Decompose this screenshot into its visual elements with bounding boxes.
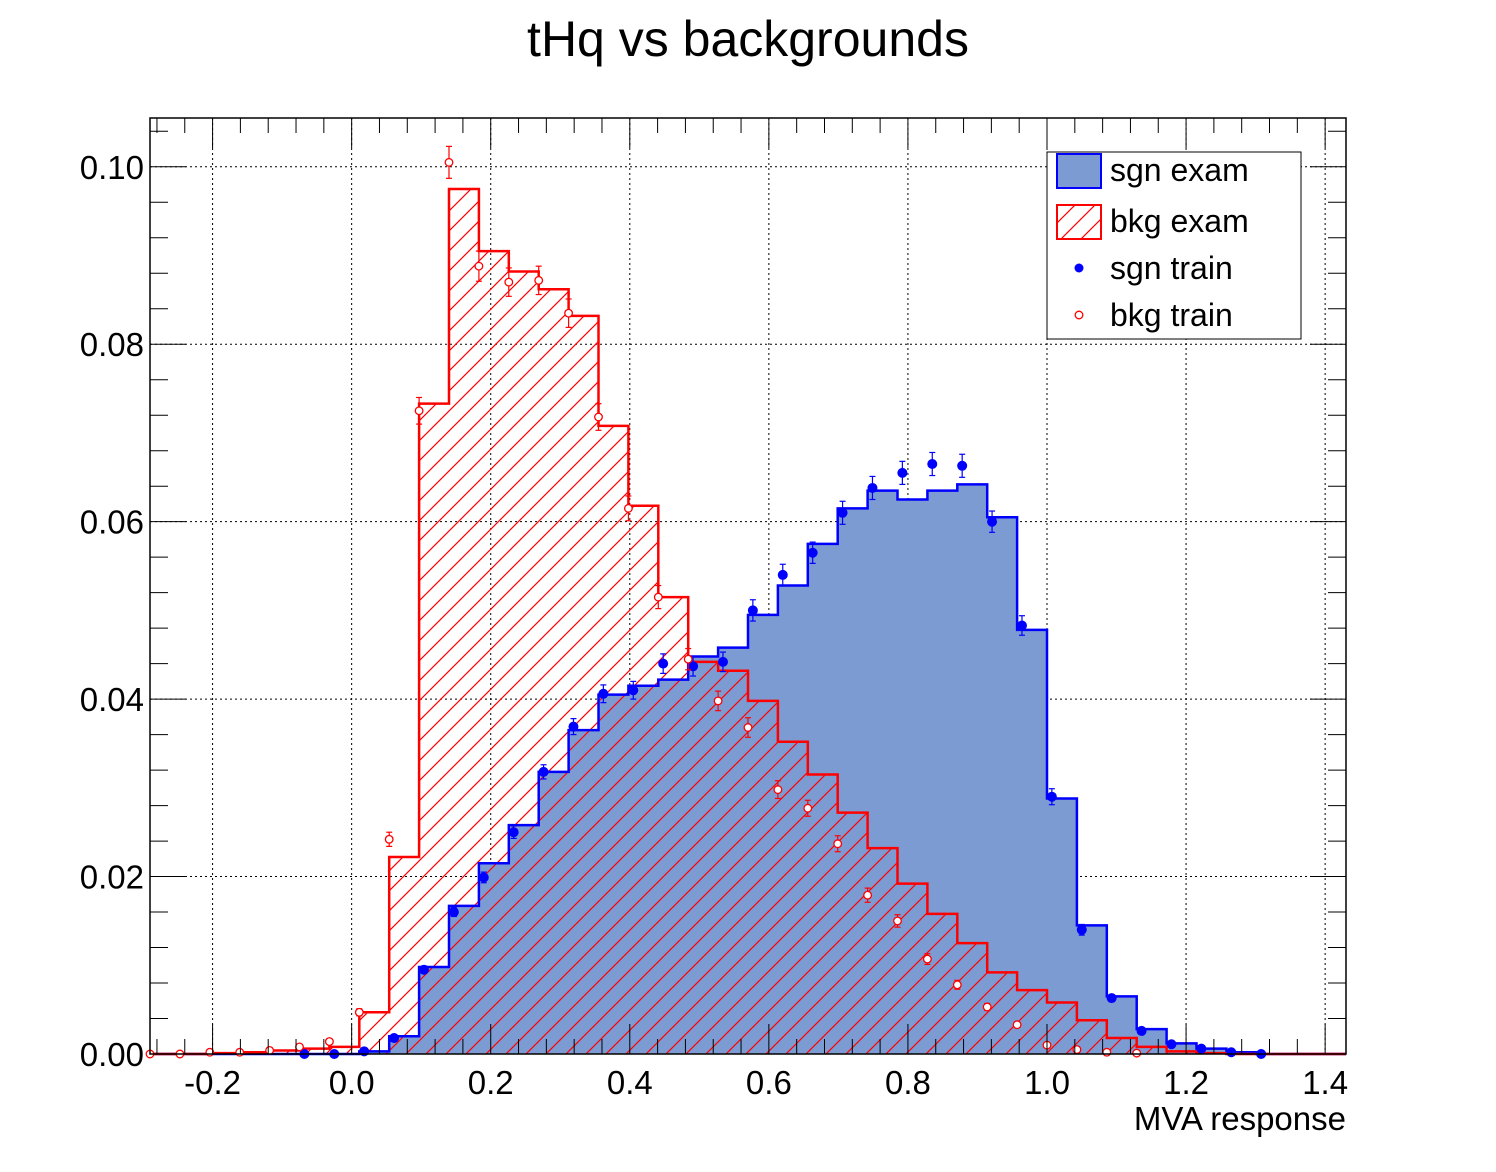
bkg-train-point [534,275,544,285]
sgn-train-point [1076,924,1087,935]
axis-ticks: -0.2 0.0 0.2 0.4 0.6 0.8 1.0 1.2 1.4 0.00 0.02 0.04… [80,118,1348,1101]
x-tick-label: 0.2 [468,1064,514,1101]
bkg-train-point [1012,1020,1022,1030]
bkg-train-point [803,803,813,813]
y-tick-label: 0.10 [80,149,144,186]
bkg-train-point [773,785,783,795]
sgn-train-point [658,658,669,669]
legend-swatch-sgn-exam [1056,153,1102,189]
sgn-train-point [957,460,968,471]
x-tick-label: 0.0 [329,1064,375,1101]
legend-label: bkg train [1110,297,1233,333]
bkg-train-point [235,1047,245,1057]
sgn-train-point [987,516,998,527]
x-axis-label: MVA response [1134,1100,1346,1137]
bkg-train-point [265,1046,275,1055]
sgn-train-point [1196,1043,1207,1054]
sgn-train-point [448,907,459,918]
sgn-train-point [568,721,579,732]
x-tick-label: 0.4 [607,1064,653,1101]
y-tick-label: 0.08 [80,326,144,363]
x-tick-label: -0.2 [184,1064,241,1101]
bkg-train-point [743,723,753,732]
y-tick-label: 0.06 [80,504,144,541]
sgn-train-point [538,766,549,777]
bkg-train-point [863,890,873,900]
legend-label: bkg exam [1110,203,1249,239]
sgn-train-point [628,685,639,696]
sgn-train-point [837,507,848,518]
x-tick-label: 1.4 [1302,1064,1348,1101]
x-tick-label: 0.8 [885,1064,931,1101]
legend: sgn exam bkg exam sgn train bkg train [1046,151,1302,340]
sgn-train-point [418,964,429,975]
sgn-train-point [598,688,609,699]
bkg-train-point [444,157,454,167]
sgn-train-point [867,482,878,493]
bkg-train-point [384,834,394,844]
sgn-train-point [897,467,908,478]
sgn-train-point [1106,993,1117,1004]
bkg-train-point [683,654,693,664]
sgn-train-point [747,605,758,616]
bkg-train-point [414,406,424,416]
y-tick-label: 0.02 [80,859,144,896]
bkg-exam-outline [150,187,1346,1056]
y-tick-label: 0.04 [80,681,144,718]
x-tick-label: 1.2 [1163,1064,1209,1101]
bkg-train-point [474,261,484,271]
bkg-train-point [982,1002,992,1012]
sgn-exam-outline [150,483,1346,1056]
sgn-train-point [1226,1047,1237,1058]
bkg-train-point [623,503,633,513]
bkg-train-point [504,277,514,287]
bkg-train-point [1072,1045,1082,1055]
x-tick-label: 0.6 [746,1064,792,1101]
y-tick-label: 0.00 [80,1036,144,1073]
sgn-train-point [1016,620,1027,631]
bkg-train-point [295,1042,304,1052]
legend-label: sgn train [1110,250,1233,286]
sgn-train-point [717,656,728,667]
sgn-train-point [478,872,489,883]
sgn-train-point [389,1033,400,1044]
plot-frame [149,117,1347,1055]
sgn-train-point [1046,791,1057,802]
sgn-train-point [508,827,519,838]
chart-title: tHq vs backgrounds [527,11,969,67]
bkg-train-point [893,916,902,926]
bkg-train-point [594,412,603,422]
bkg-train-point [324,1037,334,1047]
sgn-train-point [927,459,938,470]
bkg-exam-hatch [150,188,1346,1054]
legend-swatch-bkg-exam [1056,204,1102,240]
bkg-train-point [1102,1047,1112,1057]
legend-marker-sgn-train [1074,263,1084,273]
sgn-train-point [1166,1039,1177,1050]
legend-label: sgn exam [1110,152,1249,188]
x-tick-label: 1.0 [1024,1064,1070,1101]
bkg-train-point [354,1007,364,1017]
bkg-train-point [1132,1048,1142,1058]
sgn-train-point [807,547,818,558]
bkg-train-point [564,308,574,318]
legend-marker-bkg-train [1074,310,1084,320]
bkg-train-point [922,954,932,964]
sgn-train-point [777,569,788,580]
bkg-train-point [833,839,843,849]
bkg-train-point [952,980,962,990]
bkg-train-point [653,592,663,602]
bkg-train-point [713,696,723,706]
sgn-train-point [1136,1025,1147,1036]
